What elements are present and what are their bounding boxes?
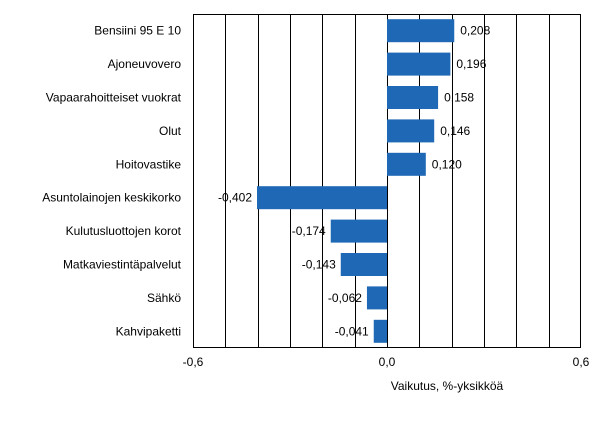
- bar-layer: [257, 19, 455, 343]
- category-label: Asuntolainojen keskikorko: [42, 191, 181, 205]
- x-tick-label: -0,6: [183, 355, 204, 369]
- data-label: -0,143: [302, 258, 336, 272]
- data-label: -0,062: [328, 291, 362, 305]
- bar: [257, 186, 387, 210]
- x-tick-label: 0,0: [379, 355, 396, 369]
- label-layer: Bensiini 95 E 10 0,208 Ajoneuvovero 0,196 Va…: [42, 24, 589, 369]
- data-label: -0,402: [218, 191, 252, 205]
- bar: [387, 52, 451, 76]
- bar: [330, 219, 387, 243]
- bar: [340, 253, 387, 276]
- x-axis-title: Vaikutus, %-yksikköä: [391, 379, 504, 393]
- category-label: Bensiini 95 E 10: [94, 24, 181, 38]
- category-label: Olut: [159, 124, 182, 138]
- category-label: Hoitovastike: [116, 157, 182, 171]
- x-tick-label: 0,6: [573, 355, 590, 369]
- plot-frame: [193, 14, 581, 348]
- category-label: Matkaviestintäpalvelut: [63, 258, 182, 272]
- data-label: -0,174: [292, 224, 326, 238]
- category-label: Kahvipaketti: [116, 324, 181, 338]
- category-label: Sähkö: [147, 291, 181, 305]
- data-label: 0,196: [456, 57, 486, 71]
- category-label: Ajoneuvovero: [108, 57, 182, 71]
- bar: [387, 19, 455, 43]
- data-label: 0,146: [440, 124, 470, 138]
- category-label: Vapaarahoitteiset vuokrat: [46, 91, 182, 105]
- data-label: 0,208: [460, 24, 490, 38]
- data-label: 0,158: [444, 91, 474, 105]
- bar: [387, 86, 439, 109]
- bar: [387, 152, 426, 176]
- bar: [373, 319, 387, 343]
- data-label: -0,041: [335, 324, 369, 338]
- data-label: 0,120: [432, 157, 462, 171]
- bar: [366, 286, 387, 310]
- category-label: Kulutusluottojen korot: [66, 224, 182, 238]
- bar: [387, 119, 435, 143]
